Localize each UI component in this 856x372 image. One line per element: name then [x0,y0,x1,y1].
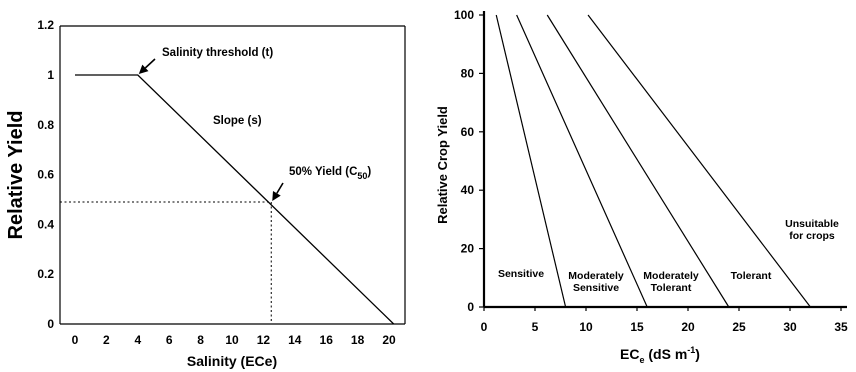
threshold-arrow-head [138,64,149,74]
left-x-axis-label: Salinity (ECe) [187,353,277,369]
ece-label-subscript: e [639,355,644,365]
salinity-threshold-annotation: Salinity threshold (t) [162,47,273,59]
c50-arrow-head [272,190,281,201]
right-x-tick-label: 10 [579,320,593,334]
tolerance-boundary-line-3 [546,14,730,308]
right-y-tick-label: 80 [461,66,475,80]
tolerance-boundary-line-4 [587,14,811,308]
relative-yield-chart: 0 2 4 6 8 10 12 14 16 18 20 0 0.2 0.4 0.6 0.8 1 1.2 Salini… [5,18,406,369]
right-x-tick-label: 20 [681,320,695,334]
right-x-tick-label: 35 [834,320,848,334]
left-x-tick-label: 4 [134,333,141,347]
c50-label-suffix: ) [367,166,371,178]
zone-label-2: Moderately Sensitive [568,270,624,294]
left-x-tick-label: 2 [103,333,110,347]
zone-label-4: Tolerant [731,270,772,282]
ece-label-units: (dS m [645,346,688,362]
left-x-tick-label: 14 [288,333,302,347]
zone-label-line: Unsuitable [785,218,839,230]
ece-label-main: EC [620,346,639,362]
left-y-tick-label: 0.4 [37,217,54,231]
yield-response-line [75,74,395,325]
left-y-tick-label: 0.8 [37,118,54,132]
left-x-tick-label: 8 [197,333,204,347]
c50-arrow-shaft [276,182,284,194]
left-y-tick-label: 0 [47,317,54,331]
slope-annotation: Slope (s) [213,115,262,127]
left-y-tick-label: 1.2 [37,18,54,32]
zone-label-line: Moderately [568,270,624,282]
c50-label-text: 50% Yield (C [289,166,357,178]
left-x-tick-label: 10 [225,333,239,347]
left-y-tick-label: 0.2 [37,267,54,281]
left-y-axis-label: Relative Yield [5,111,27,240]
left-y-tick-label: 0.6 [37,168,54,182]
ece-label-end: ) [695,346,700,362]
zone-label-line: Moderately [643,270,699,282]
right-x-tick-label: 15 [630,320,644,334]
ece-label-superscript: -1 [687,345,695,355]
zone-label-line: for crops [789,230,835,242]
right-y-tick-label: 0 [467,300,474,314]
right-x-tick-label: 25 [732,320,746,334]
left-y-tick-label: 1 [47,68,54,82]
right-y-axis-label: Relative Crop Yield [435,106,450,224]
zone-label-5: Unsuitable for crops [785,218,839,242]
fifty-percent-yield-annotation: 50% Yield (C50) [289,166,371,181]
zone-label-line: Sensitive [573,282,619,294]
c50-label-subscript: 50 [357,171,367,181]
right-x-axis-label: ECe (dS m-1) [620,345,700,365]
zone-label-3: Moderately Tolerant [643,270,699,294]
right-y-tick-label: 100 [454,8,474,22]
left-x-tick-label: 18 [351,333,365,347]
left-x-tick-label: 16 [320,333,334,347]
zone-label-line: Tolerant [731,270,772,282]
zone-label-1: Sensitive [498,268,544,280]
crop-tolerance-chart: 0 5 10 15 20 25 30 35 0 20 40 60 80 100 ECe (dS m-1) Re… [435,8,848,365]
zone-label-line: Sensitive [498,268,544,280]
threshold-arrow-shaft [144,58,156,69]
right-y-tick-label: 40 [461,183,475,197]
left-x-tick-label: 0 [72,333,79,347]
left-x-tick-label: 20 [382,333,396,347]
left-x-tick-label: 12 [257,333,271,347]
zone-label-line: Tolerant [651,282,692,294]
right-y-tick-label: 20 [461,242,475,256]
right-x-tick-label: 30 [783,320,797,334]
left-x-tick-label: 6 [166,333,173,347]
right-x-tick-label: 5 [532,320,539,334]
right-x-tick-label: 0 [481,320,488,334]
tolerance-boundary-line-2 [516,14,648,308]
right-y-tick-label: 60 [461,125,475,139]
tolerance-boundary-line-1 [495,14,567,308]
